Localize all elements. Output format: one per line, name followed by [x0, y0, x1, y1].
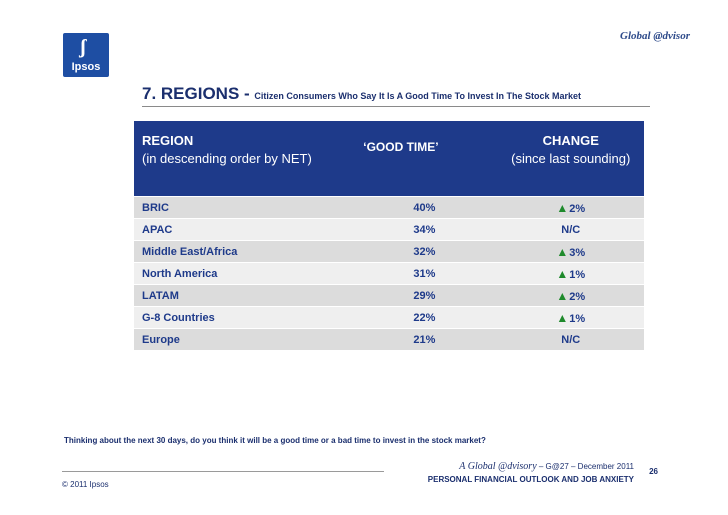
- change-cell: ▲1%: [497, 262, 644, 285]
- table-row: BRIC 40% ▲2%: [134, 196, 644, 219]
- logo-text: Ipsos: [71, 61, 101, 73]
- footer-topic: PERSONAL FINANCIAL OUTLOOK AND JOB ANXIE…: [427, 475, 634, 484]
- up-triangle-icon: ▲: [556, 244, 569, 259]
- good-time-cell: 40%: [351, 196, 498, 219]
- footer-series: A Global @dvisory: [459, 461, 537, 472]
- region-cell: G-8 Countries: [134, 306, 352, 329]
- good-time-cell: 29%: [351, 284, 498, 307]
- ipsos-logo: ʃ Ipsos: [63, 33, 109, 77]
- change-cell: ▲2%: [497, 284, 644, 307]
- table-row: Middle East/Africa 32% ▲3%: [134, 240, 644, 263]
- page-number: 26: [649, 467, 658, 476]
- change-value: N/C: [561, 333, 581, 346]
- change-value: 2%: [569, 202, 586, 215]
- table-row: G-8 Countries 22% ▲1%: [134, 306, 644, 329]
- footer-info: A Global @dvisory – G@27 – December 2011…: [428, 460, 634, 486]
- change-cell: N/C: [497, 328, 644, 350]
- region-cell: LATAM: [134, 284, 352, 307]
- table-row: LATAM 29% ▲2%: [134, 284, 644, 307]
- change-cell: N/C: [497, 218, 644, 241]
- title-divider: [142, 106, 650, 107]
- logo-figure-icon: ʃ: [80, 36, 87, 58]
- change-cell: ▲1%: [497, 306, 644, 329]
- header-region: REGION (in descending order by NET): [134, 121, 352, 197]
- title-main: 7. REGIONS -: [142, 84, 255, 103]
- slide-title: 7. REGIONS - Citizen Consumers Who Say I…: [142, 84, 581, 104]
- regions-table: REGION (in descending order by NET) ‘GOO…: [134, 121, 644, 350]
- title-subtitle: Citizen Consumers Who Say It Is A Good T…: [254, 91, 581, 101]
- footer-divider: [62, 471, 384, 472]
- table-header-row: REGION (in descending order by NET) ‘GOO…: [134, 121, 644, 197]
- change-value: 1%: [569, 312, 586, 325]
- brand-label: Global @dvisor: [620, 30, 690, 42]
- region-cell: Middle East/Africa: [134, 240, 352, 263]
- header-good-time: ‘GOOD TIME’: [351, 121, 498, 197]
- header-region-title: REGION: [142, 133, 194, 148]
- change-cell: ▲3%: [497, 240, 644, 263]
- good-time-cell: 34%: [351, 218, 498, 241]
- table-row: APAC 34% N/C: [134, 218, 644, 241]
- copyright: © 2011 Ipsos: [62, 480, 109, 489]
- change-value: 2%: [569, 290, 586, 303]
- header-change-title: CHANGE: [542, 133, 599, 148]
- up-triangle-icon: ▲: [556, 288, 569, 303]
- good-time-cell: 32%: [351, 240, 498, 263]
- up-triangle-icon: ▲: [556, 266, 569, 281]
- change-value: N/C: [561, 223, 581, 236]
- region-cell: BRIC: [134, 196, 352, 219]
- change-value: 1%: [569, 268, 586, 281]
- header-change-note: (since last sounding): [511, 151, 631, 166]
- header-region-note: (in descending order by NET): [142, 151, 312, 166]
- change-value: 3%: [569, 246, 586, 259]
- up-triangle-icon: ▲: [556, 310, 569, 325]
- region-cell: North America: [134, 262, 352, 285]
- footer-issue: – G@27 – December 2011: [536, 462, 634, 471]
- region-cell: Europe: [134, 328, 352, 350]
- good-time-cell: 21%: [351, 328, 498, 350]
- table-row: Europe 21% N/C: [134, 328, 644, 350]
- up-triangle-icon: ▲: [556, 200, 569, 215]
- header-good-time-label: ‘GOOD TIME’: [363, 140, 439, 154]
- region-cell: APAC: [134, 218, 352, 241]
- change-cell: ▲2%: [497, 196, 644, 219]
- good-time-cell: 31%: [351, 262, 498, 285]
- good-time-cell: 22%: [351, 306, 498, 329]
- table-row: North America 31% ▲1%: [134, 262, 644, 285]
- survey-question: Thinking about the next 30 days, do you …: [64, 436, 486, 445]
- header-change: CHANGE (since last sounding): [497, 121, 644, 197]
